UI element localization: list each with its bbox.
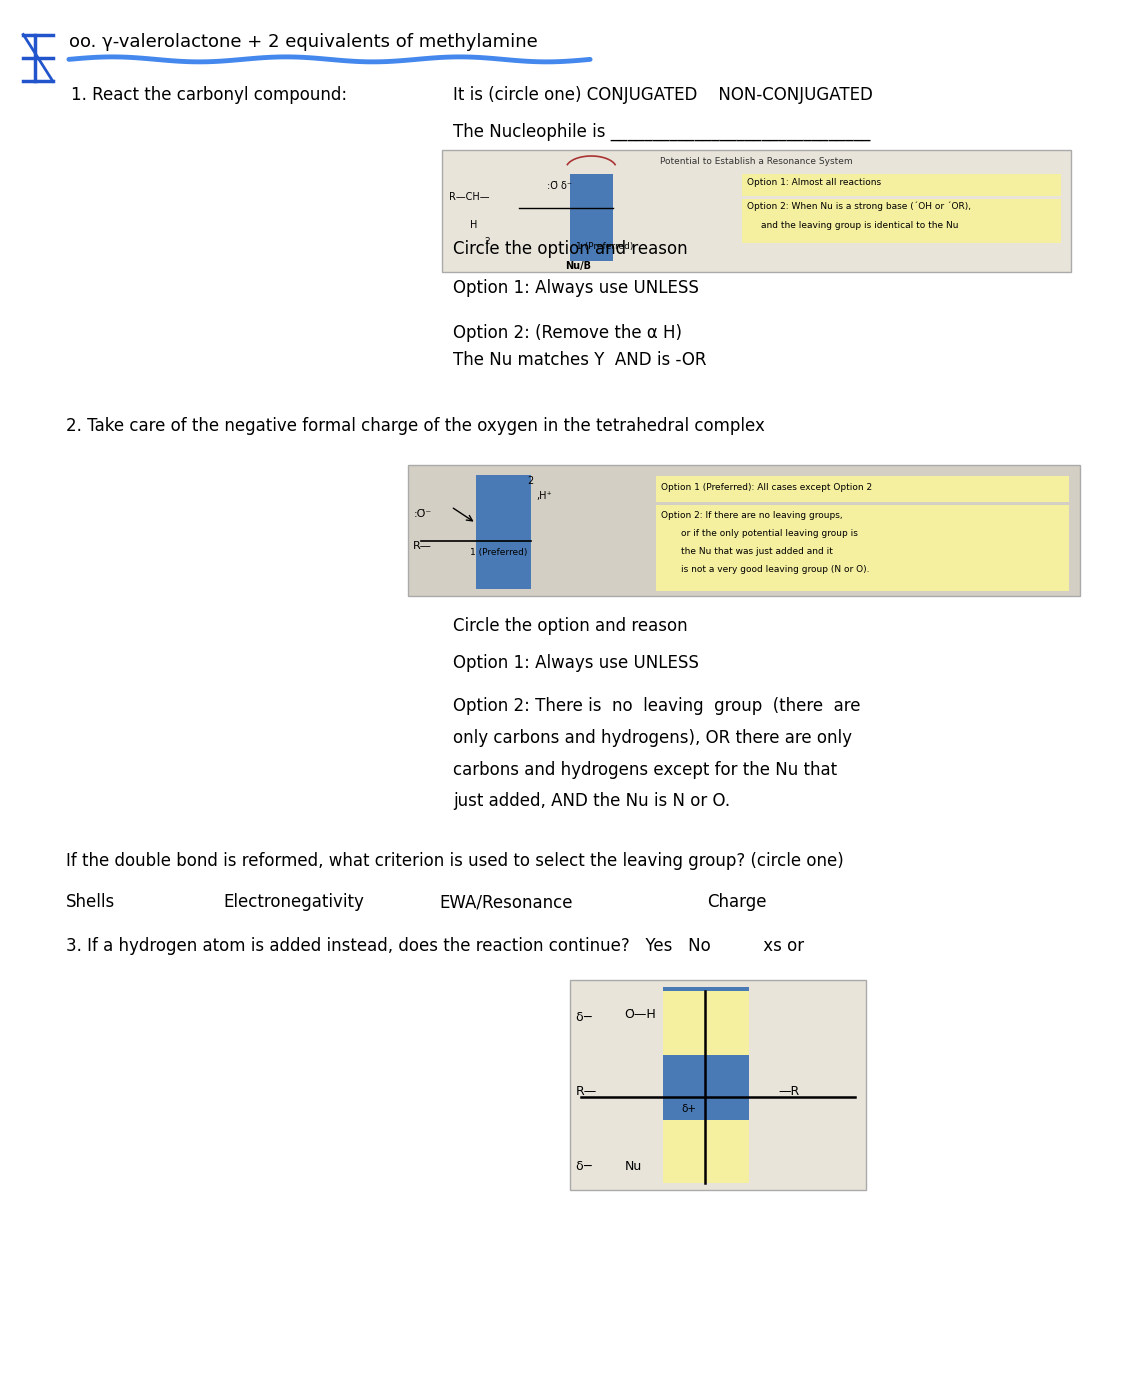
Text: 2: 2 bbox=[527, 477, 534, 486]
Text: carbons and hydrogens except for the Nu that: carbons and hydrogens except for the Nu … bbox=[454, 761, 838, 779]
Bar bbox=[664, 991, 748, 1055]
Text: Nu/B: Nu/B bbox=[565, 261, 591, 270]
Text: is not a very good leaving group (N or O).: is not a very good leaving group (N or O… bbox=[682, 564, 870, 574]
Text: Option 2: (Remove the α H): Option 2: (Remove the α H) bbox=[454, 324, 682, 342]
Text: Circle the option and reason: Circle the option and reason bbox=[454, 240, 688, 258]
Text: Ö—H: Ö—H bbox=[625, 1008, 656, 1020]
Text: just added, AND the Nu is N or O.: just added, AND the Nu is N or O. bbox=[454, 793, 730, 811]
Text: Circle the option and reason: Circle the option and reason bbox=[454, 617, 688, 635]
Text: or if the only potential leaving group is: or if the only potential leaving group i… bbox=[682, 528, 858, 538]
Bar bbox=[664, 1120, 748, 1184]
Bar bbox=[570, 980, 866, 1191]
Text: δ+: δ+ bbox=[682, 1105, 697, 1114]
Bar bbox=[570, 175, 613, 261]
Text: Potential to Establish a Resonance System: Potential to Establish a Resonance Syste… bbox=[660, 158, 853, 166]
Text: R—: R— bbox=[575, 1085, 597, 1098]
Text: 1 (Preferred): 1 (Preferred) bbox=[576, 241, 634, 251]
Text: the Nu that was just added and it: the Nu that was just added and it bbox=[682, 546, 833, 556]
Text: 1 (Preferred): 1 (Preferred) bbox=[470, 547, 528, 557]
Text: 2. Take care of the negative formal charge of the oxygen in the tetrahedral comp: 2. Take care of the negative formal char… bbox=[65, 417, 764, 435]
Text: R—CH—: R—CH— bbox=[449, 191, 489, 202]
Text: Nu: Nu bbox=[625, 1160, 642, 1173]
Text: Option 1: Always use UNLESS: Option 1: Always use UNLESS bbox=[454, 279, 699, 297]
Bar bbox=[657, 506, 1069, 590]
Text: 1. React the carbonyl compound:: 1. React the carbonyl compound: bbox=[71, 86, 347, 104]
Bar bbox=[741, 198, 1061, 243]
Text: R—: R— bbox=[414, 541, 432, 552]
Text: Option 2: When Nu is a strong base (´OH or ´OR),: Option 2: When Nu is a strong base (´OH … bbox=[747, 201, 972, 211]
Text: 3. If a hydrogen atom is added instead, does the reaction continue?   Yes   No  : 3. If a hydrogen atom is added instead, … bbox=[65, 937, 803, 955]
Text: 2: 2 bbox=[484, 237, 489, 247]
Bar bbox=[408, 466, 1081, 596]
Text: and the leaving group is identical to the Nu: and the leaving group is identical to th… bbox=[761, 220, 959, 230]
Bar bbox=[442, 151, 1072, 272]
Text: Option 2: If there are no leaving groups,: Option 2: If there are no leaving groups… bbox=[661, 511, 842, 520]
Bar bbox=[657, 477, 1069, 503]
Text: —R: —R bbox=[778, 1085, 800, 1098]
Text: Option 1: Almost all reactions: Option 1: Almost all reactions bbox=[747, 177, 881, 187]
Bar bbox=[741, 175, 1061, 195]
Text: The Nucleophile is _______________________________: The Nucleophile is _____________________… bbox=[454, 123, 871, 141]
Text: H: H bbox=[470, 219, 478, 230]
Bar bbox=[476, 475, 531, 589]
Text: It is (circle one) CONJUGATED    NON-CONJUGATED: It is (circle one) CONJUGATED NON-CONJUG… bbox=[454, 86, 873, 104]
Bar bbox=[664, 987, 748, 1184]
Text: Shells: Shells bbox=[65, 893, 115, 911]
Text: The Nu matches Y  AND is -OR: The Nu matches Y AND is -OR bbox=[454, 351, 707, 369]
Text: δ−: δ− bbox=[575, 1160, 594, 1173]
Text: Option 1: Always use UNLESS: Option 1: Always use UNLESS bbox=[454, 654, 699, 672]
Text: If the double bond is reformed, what criterion is used to select the leaving gro: If the double bond is reformed, what cri… bbox=[65, 852, 843, 870]
Text: Electronegativity: Electronegativity bbox=[222, 893, 363, 911]
Text: ,H⁺: ,H⁺ bbox=[536, 492, 552, 502]
Text: oo. γ-valerolactone + 2 equivalents of methylamine: oo. γ-valerolactone + 2 equivalents of m… bbox=[69, 33, 537, 51]
Text: δ−: δ− bbox=[575, 1010, 594, 1023]
Text: :Ö⁻: :Ö⁻ bbox=[414, 510, 432, 520]
Text: :Ö δ⁻: :Ö δ⁻ bbox=[547, 180, 572, 191]
Text: Charge: Charge bbox=[707, 893, 767, 911]
Text: only carbons and hydrogens), OR there are only: only carbons and hydrogens), OR there ar… bbox=[454, 729, 853, 747]
Text: EWA/Resonance: EWA/Resonance bbox=[440, 893, 573, 911]
Text: Option 1 (Preferred): All cases except Option 2: Option 1 (Preferred): All cases except O… bbox=[661, 484, 872, 492]
Text: Option 2: There is  no  leaving  group  (there  are: Option 2: There is no leaving group (the… bbox=[454, 697, 861, 715]
